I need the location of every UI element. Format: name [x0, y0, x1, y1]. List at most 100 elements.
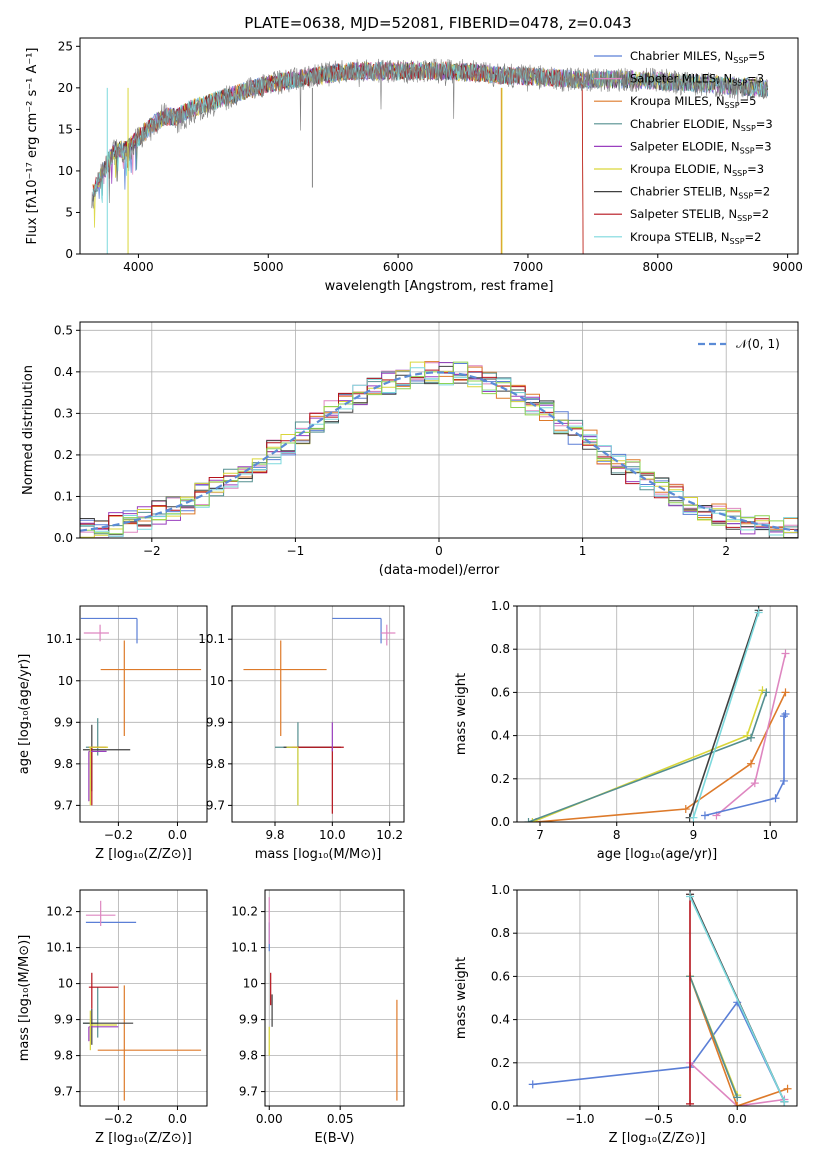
figure-title: PLATE=0638, MJD=52081, FIBERID=0478, z=0… [244, 14, 631, 32]
y-tick-label: 0.2 [54, 448, 73, 462]
legend-label-suffix: =3 [756, 117, 773, 131]
y-tick-label: 10.2 [46, 905, 73, 919]
series-marker [700, 811, 709, 820]
series-marker [779, 776, 788, 785]
legend-label-suffix: =3 [747, 72, 764, 86]
y-tick-label: 1.0 [491, 599, 510, 613]
plot-area [91, 58, 769, 254]
x-axis-label: Z [log₁₀(Z/Z⊙)] [95, 1131, 192, 1146]
y-axis-label: mass weight [454, 673, 469, 755]
y-tick-label: 10.2 [231, 905, 258, 919]
y-tick-label: 0.4 [491, 729, 510, 743]
x-axis-label: E(B-V) [314, 1131, 354, 1146]
spectrum-model-line [92, 61, 584, 254]
plot-area [243, 617, 396, 814]
series-marker [524, 818, 533, 822]
axes-frame [516, 605, 798, 823]
series-marker [771, 794, 780, 803]
y-tick-label: 9.9 [239, 1013, 258, 1027]
y-tick-label: 9.9 [206, 715, 225, 729]
y-tick-label: 9.8 [54, 1049, 73, 1063]
series-marker [754, 608, 763, 617]
legend-label: Salpeter MILES, NSSP=3 [630, 72, 764, 88]
series-marker [750, 779, 759, 788]
errorbar-point [85, 900, 116, 926]
legend: Chabrier MILES, NSSP=5 Salpeter MILES, NS… [594, 49, 773, 246]
plot-area [80, 361, 798, 538]
x-tick-label: −2 [143, 544, 161, 558]
y-tick-label: 0.6 [491, 969, 510, 983]
series-marker [781, 688, 790, 697]
panel-age-vs-mass: 9.8 10.0 10.2 9.7 9.8 9.9 10 10.1 mass [log₁₀(M/… [198, 605, 405, 862]
errorbar-point [89, 1010, 117, 1051]
x-tick-label: 4000 [123, 260, 154, 274]
series-line [688, 610, 760, 818]
x-tick-label: 0.0 [728, 1112, 747, 1126]
y-tick-label: 9.8 [54, 757, 73, 771]
panel-spectrum: 4000 5000 6000 7000 8000 9000 0 5 10 15 20 25 wavele… [25, 37, 803, 294]
legend-label-suffix: =2 [753, 185, 770, 199]
x-tick-label: 2 [722, 544, 730, 558]
y-tick-label: 10.1 [198, 632, 225, 646]
y-axis-label: mass [log₁₀(M/M⊙)] [17, 935, 32, 1062]
x-tick-label: 10 [763, 828, 778, 842]
plot-area [524, 606, 790, 822]
x-tick-label: 10.2 [376, 828, 403, 842]
y-tick-label: 10 [210, 674, 225, 688]
axes-frame [79, 889, 208, 1107]
y-tick-label: 9.9 [54, 715, 73, 729]
errorbar-point [88, 746, 109, 806]
series-marker [781, 710, 790, 718]
x-tick-label: −0.5 [644, 1112, 673, 1126]
panels: 4000 5000 6000 7000 8000 90000510152025wavele… [17, 37, 803, 1146]
axes-frame [231, 605, 405, 823]
spectrum-model-line [92, 60, 768, 203]
axes-frame [264, 889, 405, 1107]
x-axis-label: Z [log₁₀(Z/Z⊙)] [95, 847, 192, 862]
spectrum-model-line [92, 60, 584, 254]
y-tick-label: 10.1 [46, 632, 73, 646]
series-marker [686, 892, 695, 901]
legend-label-sub: SSP [738, 192, 753, 201]
legend-label: Kroupa ELODIE, NSSP=3 [630, 162, 764, 178]
y-tick-label: 0.4 [491, 1013, 510, 1027]
panel-massweight-vs-Z: −1.0 −0.5 0.0 0.0 0.2 0.4 0.6 0.8 1.0 Z [log₁₀(Z/… [454, 883, 798, 1146]
series-marker [528, 818, 537, 822]
axes-frame [79, 605, 208, 823]
y-tick-label: 10.1 [231, 941, 258, 955]
x-tick-label: 0.0 [168, 828, 187, 842]
y-tick-label: 10.1 [46, 941, 73, 955]
x-tick-label: −1.0 [565, 1112, 594, 1126]
y-tick-label: 0.5 [54, 323, 73, 337]
y-tick-label: 10 [58, 674, 73, 688]
errorbar-point [88, 746, 107, 806]
y-tick-label: 0.2 [491, 1056, 510, 1070]
errorbar-point [83, 624, 109, 642]
x-tick-label: 9.8 [265, 828, 284, 842]
errorbar-point [243, 640, 327, 737]
series-line [689, 896, 786, 1103]
x-tick-label: 7000 [513, 260, 544, 274]
x-tick-label: 10.0 [319, 828, 346, 842]
legend-label: Salpeter STELIB, NSSP=2 [630, 207, 769, 223]
y-tick-label: 9.7 [54, 1085, 73, 1099]
series-line [689, 1062, 785, 1106]
plot-area [80, 617, 202, 806]
y-tick-label: 20 [58, 81, 73, 95]
legend-label-sub: SSP [725, 101, 740, 110]
y-axis-label: Normed distribution [21, 365, 36, 495]
y-tick-label: 9.7 [239, 1085, 258, 1099]
x-tick-label: 9 [690, 828, 698, 842]
series-marker [528, 1080, 537, 1089]
series-line [704, 713, 787, 817]
legend-label-suffix: =5 [740, 94, 757, 108]
normal-curve [80, 371, 798, 532]
y-tick-label: 0.0 [491, 1099, 510, 1113]
y-tick-label: 0.6 [491, 685, 510, 699]
x-tick-label: −0.2 [104, 828, 133, 842]
legend-label-sub: SSP [732, 79, 747, 88]
x-axis-label: (data-model)/error [379, 563, 500, 578]
spectrum-data-line [91, 58, 769, 209]
y-tick-label: 0.1 [54, 489, 73, 503]
